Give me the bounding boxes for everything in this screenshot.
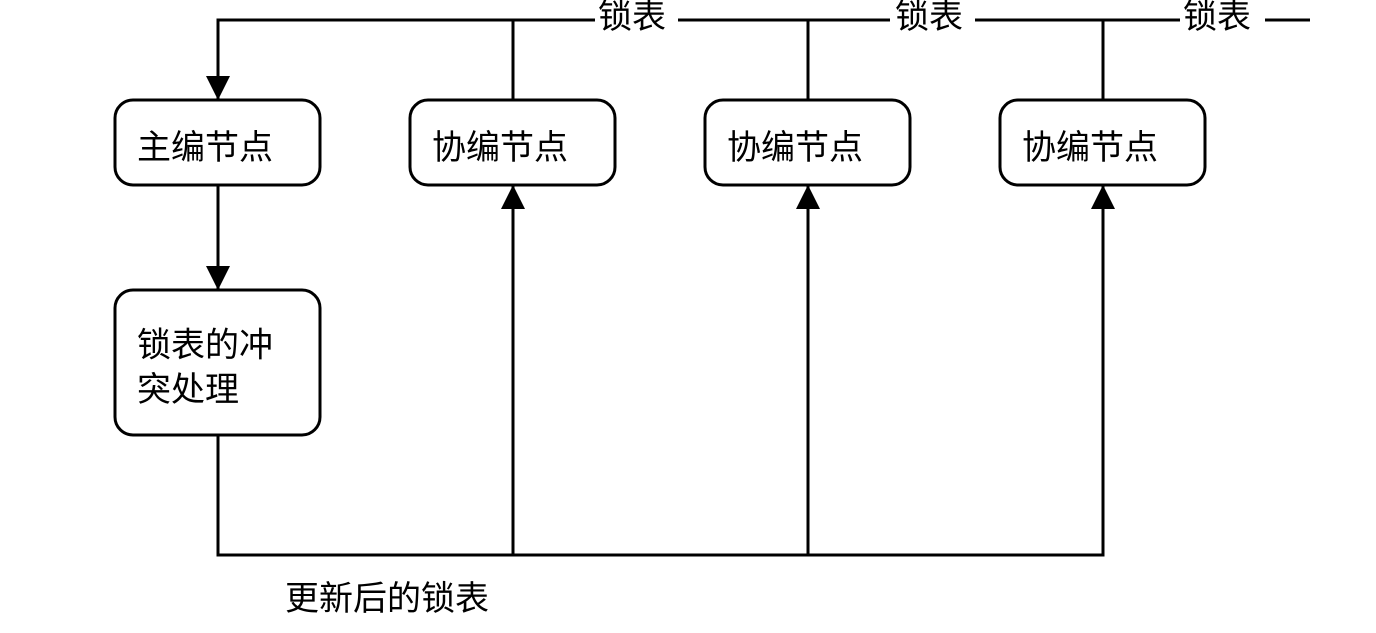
node-label-co3: 协编节点 bbox=[1022, 129, 1158, 167]
node-co2: 协编节点 bbox=[705, 100, 910, 185]
node-label-conf-l0: 锁表的冲 bbox=[137, 327, 273, 365]
label-lbl_lock3: 锁表 bbox=[1183, 0, 1251, 36]
label-lbl_lock1: 锁表 bbox=[598, 0, 666, 36]
node-conf: 锁表的冲突处理 bbox=[115, 290, 320, 435]
node-label-co2: 协编节点 bbox=[727, 129, 863, 167]
node-co1: 协编节点 bbox=[410, 100, 615, 185]
node-label-co1: 协编节点 bbox=[432, 129, 568, 167]
node-main: 主编节点 bbox=[115, 100, 320, 185]
label-lbl_lock2: 锁表 bbox=[895, 0, 963, 36]
label-lbl_updated: 更新后的锁表 bbox=[285, 580, 489, 618]
diagram-canvas: 主编节点 协编节点 协编节点 协编节点锁表的冲突处理 锁表 锁表 锁表更新后的锁表 bbox=[0, 0, 1376, 633]
node-label-conf-l1: 突处理 bbox=[137, 371, 239, 409]
node-label-main: 主编节点 bbox=[137, 129, 273, 167]
node-co3: 协编节点 bbox=[1000, 100, 1205, 185]
